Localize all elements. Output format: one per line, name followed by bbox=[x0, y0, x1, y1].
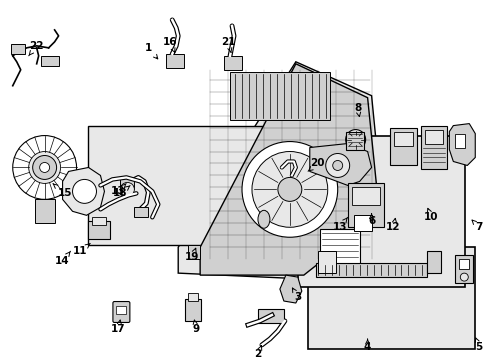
Polygon shape bbox=[200, 64, 379, 275]
Circle shape bbox=[459, 273, 468, 281]
Text: 16: 16 bbox=[163, 37, 177, 53]
Polygon shape bbox=[62, 167, 104, 215]
Circle shape bbox=[332, 161, 342, 170]
Circle shape bbox=[72, 179, 96, 203]
Bar bbox=[353, 215, 371, 231]
Bar bbox=[317, 251, 335, 273]
Circle shape bbox=[325, 153, 349, 177]
Bar bbox=[393, 131, 413, 145]
Text: 4: 4 bbox=[363, 339, 370, 352]
Bar bbox=[120, 177, 134, 189]
Bar bbox=[315, 263, 427, 277]
Bar bbox=[224, 56, 242, 70]
Text: 2: 2 bbox=[254, 346, 261, 359]
Text: 21: 21 bbox=[221, 37, 235, 53]
FancyBboxPatch shape bbox=[113, 302, 130, 323]
Circle shape bbox=[277, 177, 301, 201]
Polygon shape bbox=[448, 123, 474, 166]
Bar bbox=[185, 299, 201, 321]
Bar bbox=[258, 309, 284, 323]
Text: 19: 19 bbox=[184, 248, 199, 262]
Bar bbox=[425, 130, 443, 144]
Text: 10: 10 bbox=[423, 208, 438, 222]
Circle shape bbox=[345, 130, 365, 149]
Bar bbox=[454, 255, 472, 283]
Text: 3: 3 bbox=[292, 288, 301, 302]
Bar bbox=[389, 127, 417, 166]
Ellipse shape bbox=[258, 210, 269, 228]
Bar bbox=[116, 306, 126, 314]
Text: 11: 11 bbox=[73, 243, 90, 256]
Bar bbox=[421, 126, 447, 170]
Bar bbox=[347, 183, 383, 227]
Text: 15: 15 bbox=[53, 184, 72, 198]
Bar bbox=[188, 293, 198, 301]
Bar bbox=[351, 188, 379, 205]
Bar bbox=[307, 247, 474, 349]
Bar bbox=[188, 245, 200, 259]
Text: 14: 14 bbox=[55, 251, 70, 266]
Circle shape bbox=[242, 141, 337, 237]
Polygon shape bbox=[178, 62, 383, 279]
Bar bbox=[11, 44, 25, 54]
Text: 8: 8 bbox=[353, 103, 361, 117]
Bar bbox=[427, 251, 441, 273]
Circle shape bbox=[40, 162, 49, 172]
Bar bbox=[229, 72, 329, 120]
Circle shape bbox=[13, 136, 77, 199]
Circle shape bbox=[251, 152, 327, 227]
Polygon shape bbox=[309, 144, 371, 185]
Bar bbox=[458, 259, 468, 269]
Text: 17: 17 bbox=[111, 320, 125, 334]
Text: 12: 12 bbox=[386, 219, 400, 232]
Bar bbox=[345, 131, 363, 149]
Bar bbox=[454, 134, 465, 148]
Bar bbox=[134, 207, 148, 217]
Bar bbox=[88, 221, 110, 239]
Polygon shape bbox=[319, 229, 359, 269]
Bar bbox=[35, 199, 55, 223]
Text: 7: 7 bbox=[471, 220, 482, 232]
Text: 1: 1 bbox=[144, 43, 158, 59]
Text: 5: 5 bbox=[474, 338, 482, 352]
Polygon shape bbox=[279, 275, 301, 303]
Text: 20: 20 bbox=[307, 158, 325, 171]
Bar bbox=[297, 136, 465, 287]
Circle shape bbox=[29, 152, 61, 183]
Text: 13: 13 bbox=[111, 184, 126, 197]
Text: 22: 22 bbox=[29, 41, 44, 56]
Circle shape bbox=[120, 183, 134, 196]
Text: 6: 6 bbox=[367, 213, 374, 226]
Text: 18: 18 bbox=[113, 186, 130, 198]
Circle shape bbox=[33, 156, 57, 179]
Bar bbox=[92, 217, 106, 225]
Text: 9: 9 bbox=[192, 320, 199, 334]
Text: 13: 13 bbox=[332, 217, 347, 232]
Bar bbox=[41, 56, 59, 66]
Bar bbox=[166, 54, 184, 68]
Bar bbox=[88, 126, 275, 245]
